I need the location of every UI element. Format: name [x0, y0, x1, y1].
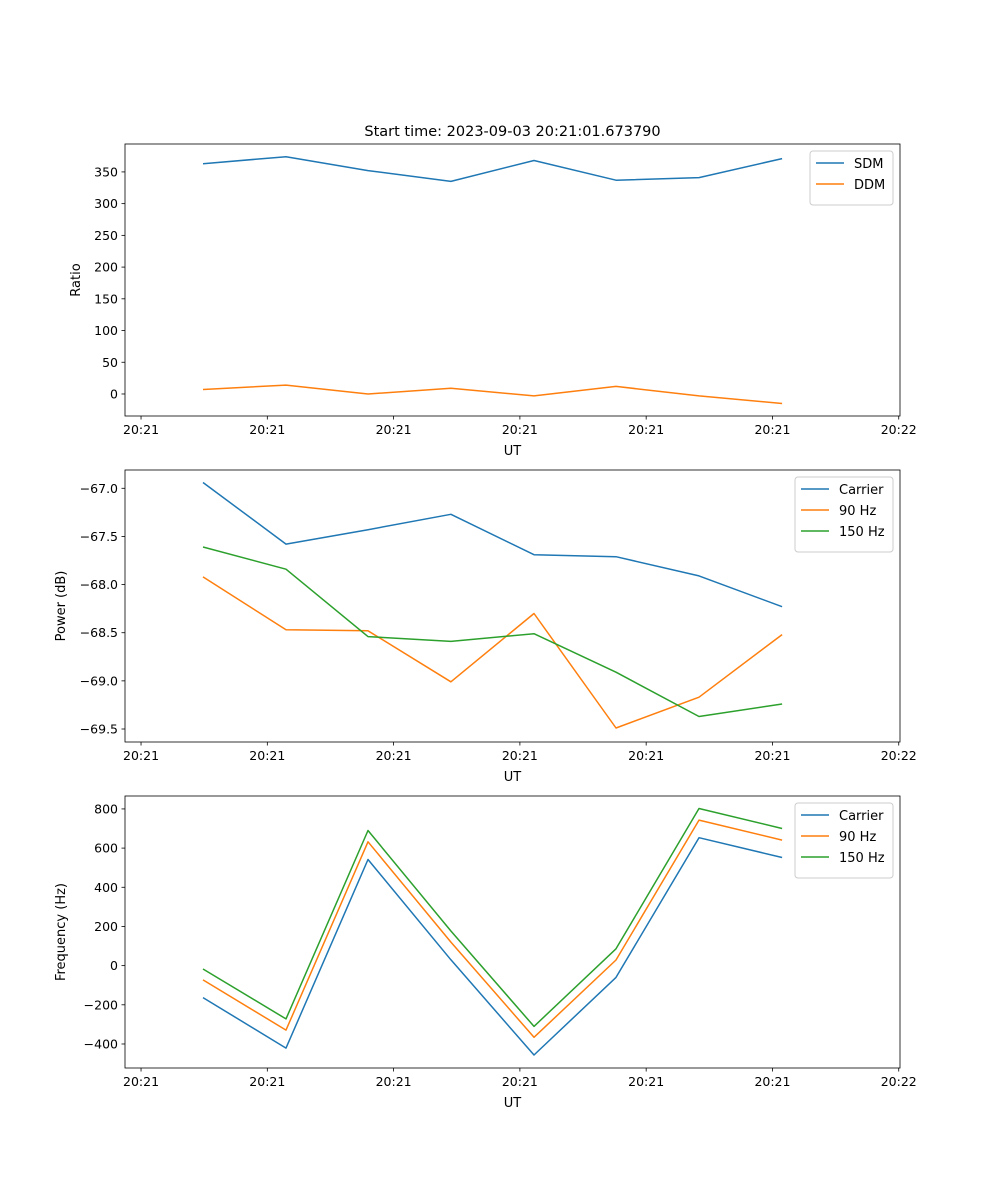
series-line-sdm	[202, 155, 783, 183]
x-tick-label: 20:22	[881, 422, 917, 437]
legend-label: 150 Hz	[839, 851, 885, 866]
legend: Carrier 90 Hz 150 Hz	[794, 476, 894, 553]
y-tick-label: 50	[102, 355, 118, 370]
y-tick-label: 200	[94, 260, 118, 275]
x-tick-label: 20:21	[249, 748, 285, 763]
axes-frame	[124, 143, 901, 417]
y-axis-label: Ratio	[69, 263, 84, 296]
x-tick-label: 20:21	[628, 422, 664, 437]
legend-label: 90 Hz	[839, 830, 876, 845]
y-tick-label: −200	[84, 997, 118, 1012]
x-tick-label: 20:21	[754, 422, 790, 437]
y-tick-label: 0	[110, 958, 118, 973]
axes-frame	[124, 469, 901, 743]
series-line-90-hz	[202, 576, 783, 729]
x-tick-label: 20:21	[628, 748, 664, 763]
y-tick-label: 600	[94, 841, 118, 856]
legend-label: 150 Hz	[839, 525, 885, 540]
legend: SDM DDM	[809, 150, 894, 206]
legend-label: Carrier	[839, 483, 884, 498]
legend-label: 90 Hz	[839, 504, 876, 519]
x-tick-label: 20:21	[502, 422, 538, 437]
x-tick-label: 20:21	[123, 422, 159, 437]
x-axis-label: UT	[504, 770, 522, 785]
x-tick-label: 20:21	[502, 1074, 538, 1089]
x-axis-label: UT	[504, 444, 522, 459]
y-axis-label: Frequency (Hz)	[54, 883, 69, 981]
y-tick-label: −69.0	[80, 673, 118, 688]
axes-frame	[124, 795, 901, 1069]
x-tick-label: 20:21	[502, 748, 538, 763]
y-tick-label: −67.5	[80, 529, 118, 544]
x-tick-label: 20:22	[881, 1074, 917, 1089]
x-tick-label: 20:21	[376, 748, 412, 763]
legend-frame	[794, 476, 894, 553]
figure-title: Start time: 2023-09-03 20:21:01.673790	[364, 124, 660, 140]
y-tick-label: 300	[94, 196, 118, 211]
y-tick-label: 150	[94, 291, 118, 306]
y-tick-label: −69.5	[80, 722, 118, 737]
y-tick-label: −67.0	[80, 481, 118, 496]
y-tick-label: 200	[94, 919, 118, 934]
legend-label: Carrier	[839, 809, 884, 824]
y-axis-label: Power (dB)	[54, 571, 69, 642]
legend: Carrier 90 Hz 150 Hz	[794, 802, 894, 879]
series-line-carrier	[202, 481, 783, 608]
subplot-2: 20:21 20:21 20:21 20:21 20:21 20:21 20:22 −69.5…	[54, 469, 917, 785]
x-tick-label: 20:21	[249, 422, 285, 437]
legend-frame	[809, 150, 894, 206]
y-tick-label: 400	[94, 880, 118, 895]
series-line-carrier	[202, 836, 783, 1056]
legend-frame	[794, 802, 894, 879]
x-tick-label: 20:21	[628, 1074, 664, 1089]
legend-label: SDM	[854, 157, 883, 172]
y-tick-label: 100	[94, 323, 118, 338]
x-tick-label: 20:21	[123, 1074, 159, 1089]
legend-label: DDM	[854, 178, 885, 193]
x-tick-label: 20:22	[881, 748, 917, 763]
x-tick-label: 20:21	[376, 422, 412, 437]
x-tick-label: 20:21	[123, 748, 159, 763]
y-tick-label: 250	[94, 228, 118, 243]
y-tick-label: 800	[94, 801, 118, 816]
x-axis-label: UT	[504, 1096, 522, 1111]
x-tick-label: 20:21	[376, 1074, 412, 1089]
x-tick-label: 20:21	[754, 748, 790, 763]
y-tick-label: 0	[110, 386, 118, 401]
series-line-ddm	[202, 384, 783, 405]
y-tick-label: −68.5	[80, 625, 118, 640]
series-line-90-hz	[202, 819, 783, 1039]
series-line-150-hz	[202, 546, 783, 718]
subplot-1: 20:21 20:21 20:21 20:21 20:21 20:21 20:22 0 50 10…	[69, 143, 917, 459]
x-tick-label: 20:21	[249, 1074, 285, 1089]
y-tick-label: −400	[84, 1036, 118, 1051]
series-line-150-hz	[202, 807, 783, 1028]
y-tick-label: −68.0	[80, 577, 118, 592]
y-tick-label: 350	[94, 164, 118, 179]
subplot-3: 20:21 20:21 20:21 20:21 20:21 20:21 20:22 −400 −…	[54, 795, 917, 1111]
x-tick-label: 20:21	[754, 1074, 790, 1089]
